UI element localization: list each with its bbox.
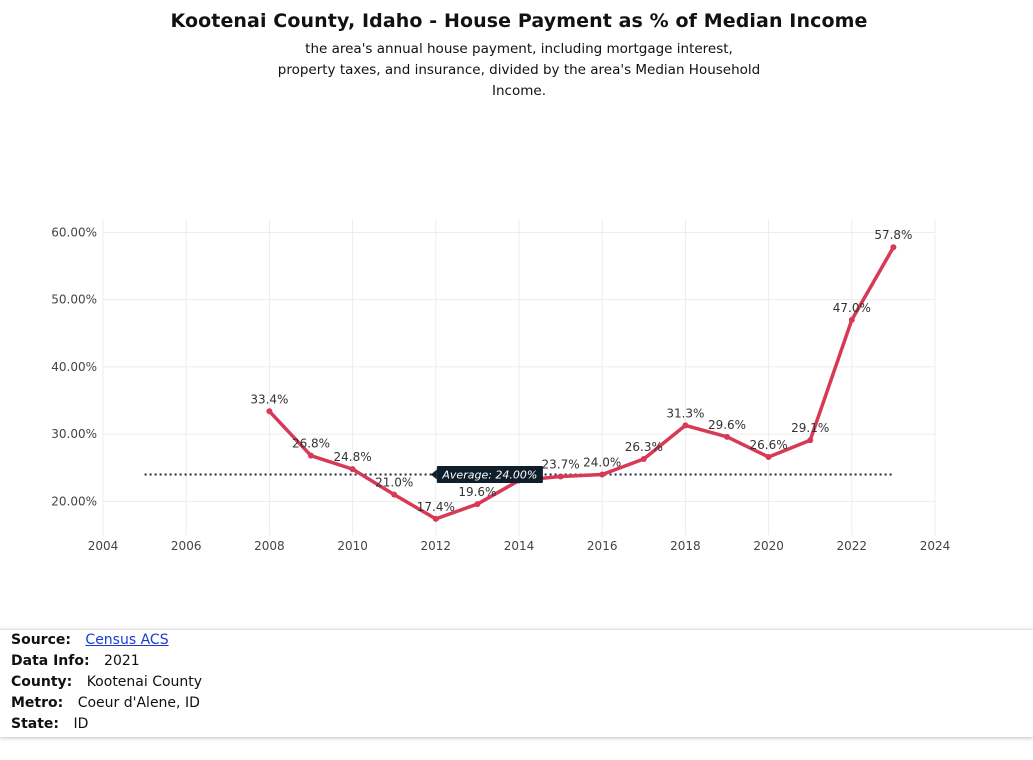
info-source-label: Source: xyxy=(11,632,71,648)
data-point xyxy=(765,454,772,461)
data-label: 26.3% xyxy=(625,440,663,454)
data-point xyxy=(807,437,814,444)
data-label: 21.0% xyxy=(375,476,413,490)
data-label: 29.6% xyxy=(708,418,746,432)
data-point xyxy=(391,491,398,498)
line-chart[interactable]: 2004 2006 2008 2010 2012 2014 2016 2018 2020 2022… xyxy=(0,0,1033,600)
data-point xyxy=(432,515,439,522)
data-point xyxy=(682,422,689,429)
average-callout-box xyxy=(436,465,543,483)
data-label: 26.8% xyxy=(292,437,330,451)
chart-subtitle: the area's annual house payment, includi… xyxy=(262,39,776,102)
info-metro-label: Metro: xyxy=(11,695,64,711)
x-tick-label: 2020 xyxy=(753,539,784,553)
page-title: Kootenai County, Idaho - House Payment a… xyxy=(170,10,868,32)
info-state-value: ID xyxy=(73,716,89,732)
data-point xyxy=(848,316,855,323)
average-label: Average: 24.00% xyxy=(441,468,537,481)
data-label: 47.0% xyxy=(833,301,871,315)
info-county-label: County: xyxy=(11,674,73,690)
subtitle-line: Income. xyxy=(492,83,546,99)
series-layer xyxy=(266,244,897,522)
x-tick-label: 2024 xyxy=(920,539,951,553)
x-tick-label: 2004 xyxy=(88,539,119,553)
x-tick-label: 2016 xyxy=(587,539,618,553)
source-link[interactable]: Census ACS xyxy=(85,632,169,648)
info-county-value: Kootenai County xyxy=(86,674,203,690)
data-point xyxy=(474,501,481,508)
info-state: State: ID xyxy=(11,716,88,732)
x-tick-label: 2014 xyxy=(504,539,535,553)
data-point xyxy=(308,452,314,459)
data-label: 31.3% xyxy=(666,406,704,420)
y-tick-label: 50.00% xyxy=(51,293,97,307)
info-state-label: State: xyxy=(11,716,60,732)
x-tick-label: 2022 xyxy=(837,539,868,553)
data-label: 17.4% xyxy=(417,500,455,514)
x-tick-label: 2018 xyxy=(670,539,701,553)
data-label: 19.6% xyxy=(458,485,496,499)
data-point xyxy=(557,473,564,480)
info-data-info: Data Info: 2021 xyxy=(11,653,140,669)
average-callout-pointer xyxy=(430,469,437,480)
info-metro-value: Coeur d'Alene, ID xyxy=(77,695,200,711)
data-point xyxy=(640,456,647,463)
y-tick-label: 40.00% xyxy=(51,360,97,374)
y-tick-label: 30.00% xyxy=(51,427,97,441)
axis-layer: 2004 2006 2008 2010 2012 2014 2016 2018 2020 2022… xyxy=(51,225,950,553)
x-tick-label: 2008 xyxy=(254,539,285,553)
data-label: 26.6% xyxy=(750,438,788,452)
data-point xyxy=(890,244,897,251)
data-label: 24.8% xyxy=(334,450,372,464)
data-label: 33.4% xyxy=(250,392,288,406)
info-data-info-label: Data Info: xyxy=(11,653,90,669)
series-line xyxy=(267,245,896,521)
data-label: 29.1% xyxy=(791,421,829,435)
data-point xyxy=(724,433,730,440)
info-source: Source: Census ACS xyxy=(11,632,169,648)
y-tick-label: 60.00% xyxy=(51,225,97,239)
info-county: County: Kootenai County xyxy=(11,674,202,690)
x-tick-label: 2006 xyxy=(171,539,202,553)
info-data-info-value: 2021 xyxy=(104,653,140,669)
subtitle-line: property taxes, and insurance, divided b… xyxy=(277,62,761,78)
data-point xyxy=(266,408,273,415)
y-tick-label: 20.00% xyxy=(51,494,97,508)
x-tick-label: 2012 xyxy=(421,539,452,553)
info-metro: Metro: Coeur d'Alene, ID xyxy=(11,695,200,711)
x-tick-label: 2010 xyxy=(337,539,368,553)
data-label-layer: 33.4% 26.8% 24.8%21.0% 17.4%19.6% 23.7% 24.0%… xyxy=(250,228,912,514)
grid-layer xyxy=(102,219,936,535)
data-point xyxy=(349,466,356,473)
data-label: 24.0% xyxy=(583,455,621,469)
data-point xyxy=(599,471,606,478)
data-label: 23.7% xyxy=(542,458,580,472)
subtitle-line: the area's annual house payment, includi… xyxy=(305,41,733,57)
info-panel: Source: Census ACS Data Info: 2021 Count… xyxy=(0,629,1033,737)
data-label: 57.8% xyxy=(874,228,912,242)
